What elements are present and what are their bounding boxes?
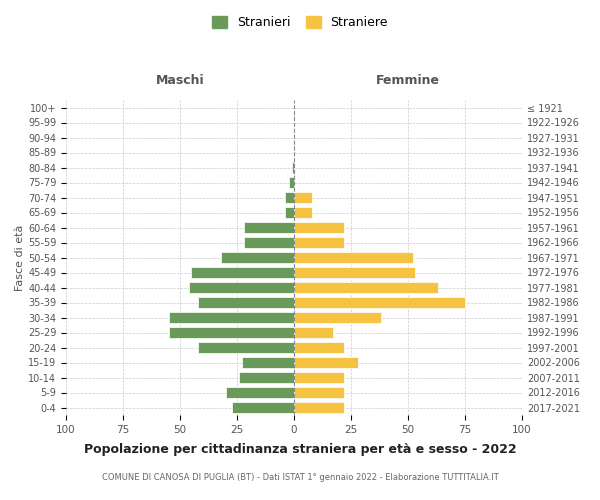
Bar: [294, 342, 344, 353]
Bar: [289, 177, 294, 188]
Bar: [285, 192, 294, 203]
Bar: [242, 357, 294, 368]
Bar: [294, 207, 312, 218]
Bar: [294, 252, 413, 263]
Bar: [292, 162, 294, 173]
Bar: [294, 387, 344, 398]
Bar: [198, 342, 294, 353]
Bar: [169, 312, 294, 323]
Bar: [221, 252, 294, 263]
Bar: [191, 267, 294, 278]
Text: Maschi: Maschi: [155, 74, 205, 88]
Bar: [294, 297, 465, 308]
Y-axis label: Fasce di età: Fasce di età: [15, 224, 25, 290]
Bar: [239, 372, 294, 383]
Bar: [294, 222, 344, 233]
Bar: [294, 267, 415, 278]
Bar: [169, 327, 294, 338]
Bar: [294, 402, 344, 413]
Bar: [294, 237, 344, 248]
Bar: [232, 402, 294, 413]
Bar: [294, 327, 333, 338]
Bar: [226, 387, 294, 398]
Bar: [244, 237, 294, 248]
Bar: [294, 282, 437, 293]
Text: Femmine: Femmine: [376, 74, 440, 88]
Bar: [294, 372, 344, 383]
Bar: [189, 282, 294, 293]
Bar: [294, 312, 380, 323]
Text: COMUNE DI CANOSA DI PUGLIA (BT) - Dati ISTAT 1° gennaio 2022 - Elaborazione TUTT: COMUNE DI CANOSA DI PUGLIA (BT) - Dati I…: [101, 472, 499, 482]
Bar: [198, 297, 294, 308]
Text: Popolazione per cittadinanza straniera per età e sesso - 2022: Popolazione per cittadinanza straniera p…: [83, 442, 517, 456]
Legend: Stranieri, Straniere: Stranieri, Straniere: [207, 11, 393, 34]
Bar: [244, 222, 294, 233]
Bar: [294, 357, 358, 368]
Bar: [294, 192, 312, 203]
Bar: [285, 207, 294, 218]
